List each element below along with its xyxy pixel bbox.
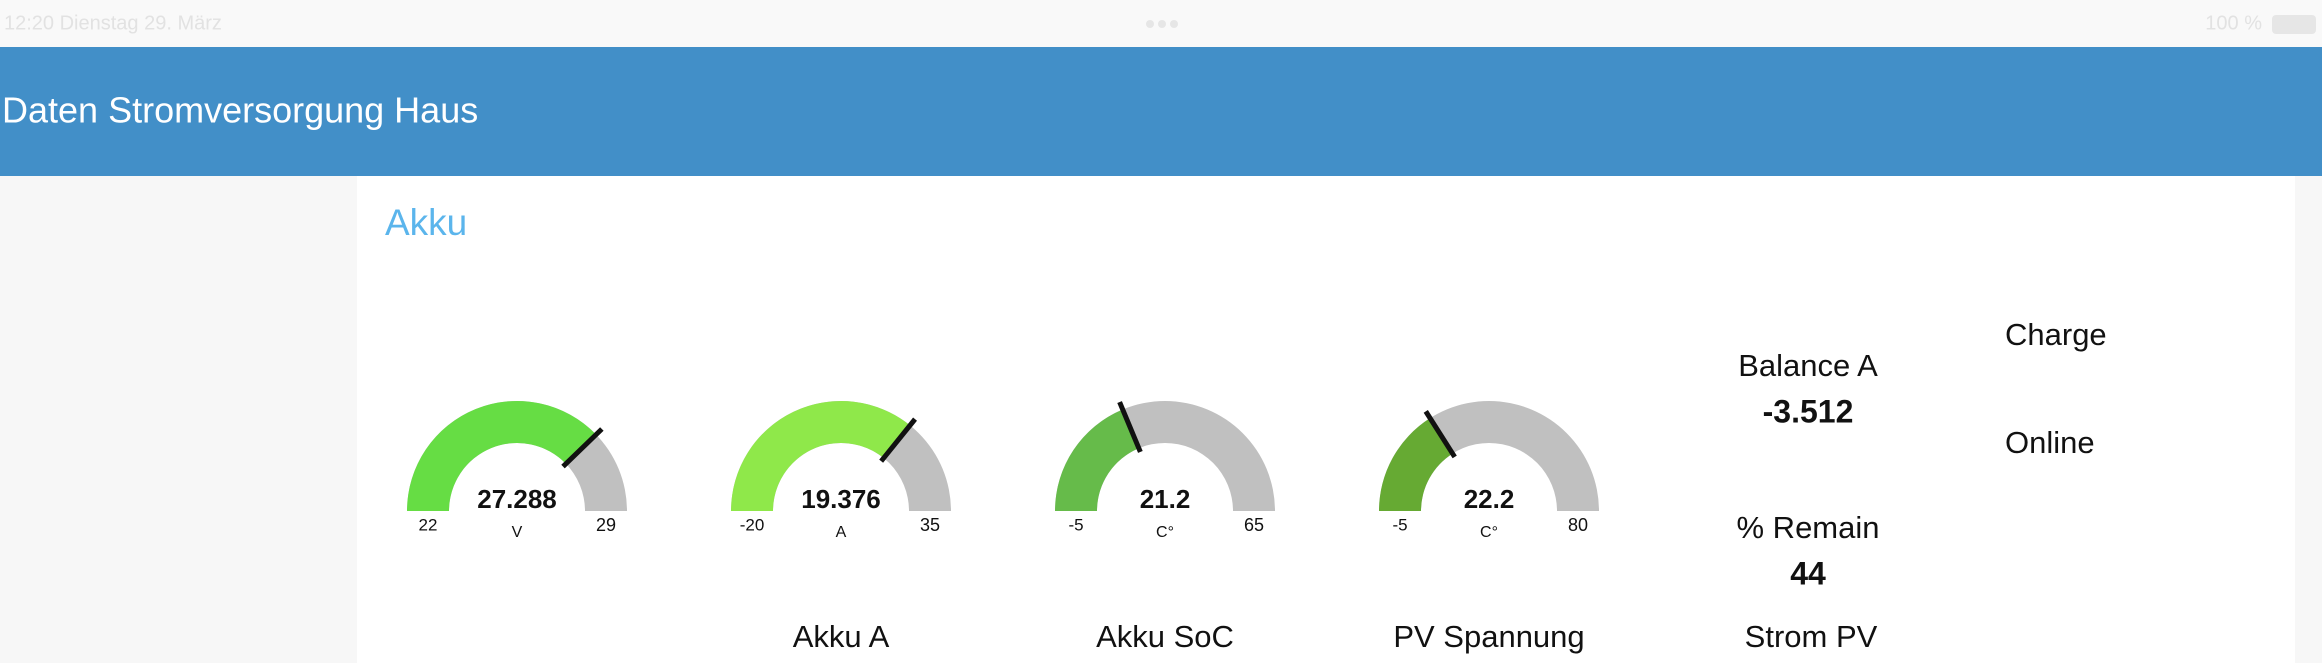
widget-label: Balance A (1738, 348, 1878, 383)
gauge-max: 65 (1244, 515, 1264, 535)
gauge-max: 80 (1568, 515, 1588, 535)
gauge-needle (561, 427, 604, 469)
status-battery: 100 % (2205, 12, 2262, 34)
status-label: Online (2005, 425, 2095, 460)
status-label: Charge (2005, 317, 2107, 352)
gauge-needle (1117, 401, 1143, 453)
gauge-unit: A (836, 524, 847, 541)
gauge-needle (1423, 410, 1457, 459)
row-label: PV Spannung (1393, 619, 1584, 654)
gauge-fill (407, 401, 597, 511)
row-label: Akku SoC (1096, 619, 1234, 654)
gauge-fill (731, 400, 911, 511)
row-label: Strom PV (1745, 619, 1878, 654)
gauge-min: 22 (419, 515, 438, 534)
gauge-value: 27.288 (477, 484, 557, 514)
widget-label: % Remain (1737, 510, 1880, 545)
gauge-max: 35 (920, 515, 940, 535)
multitask-dots (1146, 20, 1178, 28)
gauge-value: 22.2 (1464, 484, 1515, 514)
gauge-min: -5 (1392, 515, 1407, 534)
header-title: Daten Stromversorgung Haus (2, 90, 478, 131)
status-time: 12:20 Dienstag 29. März (4, 12, 222, 34)
gauge-unit: C° (1480, 524, 1498, 541)
gauge-min: -5 (1068, 515, 1083, 534)
gauge-unit: V (512, 524, 523, 541)
battery-icon (2272, 15, 2316, 34)
group-title: Akku (385, 202, 467, 243)
gauge-max: 29 (596, 515, 616, 535)
gauge-value: 21.2 (1140, 484, 1191, 514)
gauge-fill (1055, 409, 1139, 511)
widget-value: 44 (1790, 555, 1826, 591)
gauge-fill (1379, 418, 1453, 511)
gauge-value: 19.376 (801, 484, 881, 514)
group-card (357, 176, 2295, 663)
gauge-min: -20 (740, 515, 765, 534)
row-label: Akku A (793, 619, 890, 654)
header-bar (0, 47, 2322, 176)
widget-value: -3.512 (1763, 393, 1854, 429)
gauge-needle (879, 417, 917, 463)
gauge-unit: C° (1156, 524, 1174, 541)
